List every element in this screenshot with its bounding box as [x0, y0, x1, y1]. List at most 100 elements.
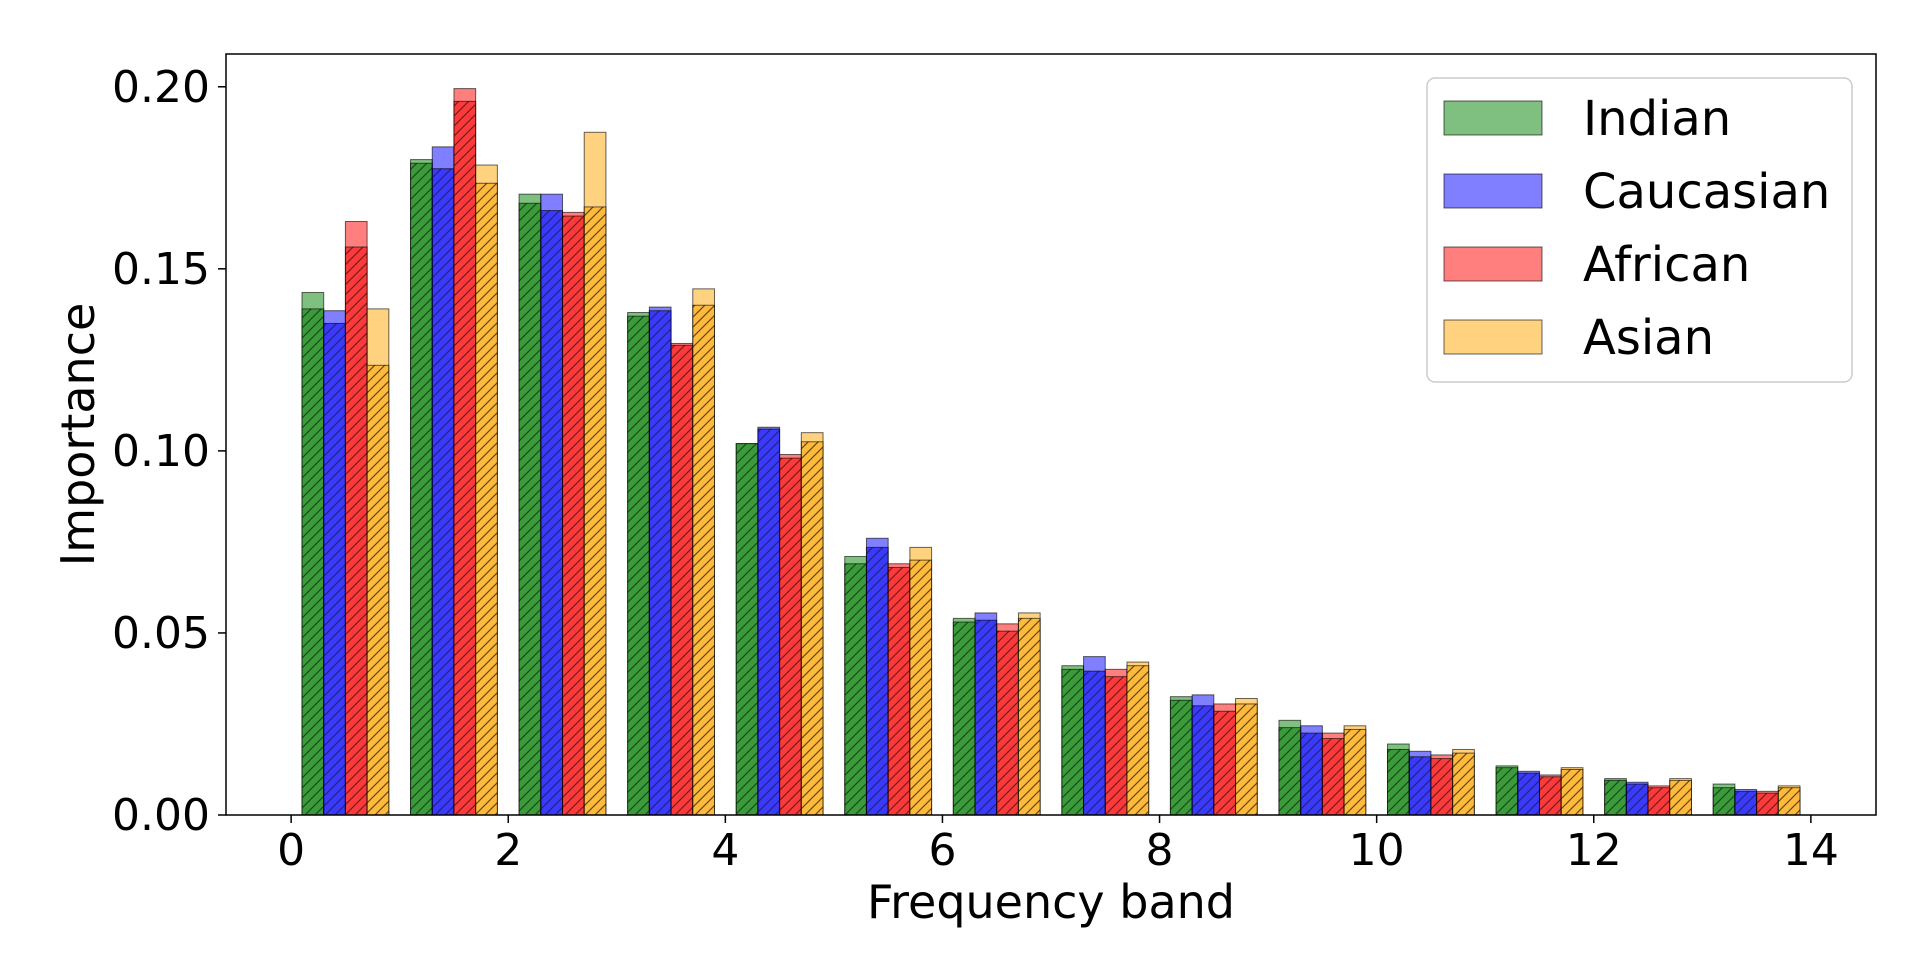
- bar-indian-band-4: [735, 443, 759, 816]
- bar-asian-band-13: [1777, 785, 1801, 816]
- bar-asian-band-7: [1126, 661, 1150, 816]
- legend: Indian Caucasian African Asian: [1426, 77, 1853, 383]
- x-tick-label: 0: [277, 825, 305, 876]
- bar-african-band-9: [1321, 732, 1345, 816]
- bar-caucasian-band-2: [540, 193, 564, 816]
- bar-african-band-11-hatched: [1538, 776, 1562, 816]
- bar-indian-band-11: [1495, 765, 1519, 816]
- y-tick-label: 0.05: [112, 608, 210, 659]
- bar-caucasian-band-3-hatched: [648, 310, 672, 816]
- bar-asian-band-0: [366, 308, 390, 816]
- y-tick-label: 0.15: [112, 244, 210, 295]
- bar-african-band-11: [1538, 774, 1562, 816]
- bar-indian-band-5: [844, 555, 867, 816]
- legend-label-indian: Indian: [1583, 91, 1731, 147]
- bar-caucasian-band-1: [431, 146, 455, 816]
- bar-asian-band-4-hatched: [800, 441, 824, 816]
- bar-caucasian-band-6: [974, 612, 998, 816]
- bar-indian-band-12: [1604, 778, 1627, 816]
- bar-asian-band-12: [1669, 778, 1692, 816]
- bar-asian-band-11-hatched: [1560, 768, 1584, 816]
- x-tick-label: 4: [711, 825, 739, 876]
- bar-asian-band-5-hatched: [909, 559, 933, 816]
- bar-african-band-6-hatched: [996, 630, 1019, 816]
- bar-asian-band-5: [909, 546, 933, 816]
- bar-asian-band-10: [1452, 748, 1475, 816]
- bar-african-band-12: [1647, 785, 1671, 816]
- bar-african-band-1-hatched: [453, 100, 477, 816]
- bar-african-band-3: [670, 342, 694, 816]
- bar-asian-band-4: [800, 432, 824, 816]
- legend-swatch-asian: [1443, 319, 1543, 355]
- bar-indian-band-3: [627, 312, 650, 816]
- bar-african-band-8: [1213, 703, 1237, 816]
- bar-caucasian-band-0-hatched: [323, 322, 346, 816]
- legend-label-african: African: [1583, 237, 1750, 293]
- bar-caucasian-band-7: [1083, 656, 1106, 816]
- bar-caucasian-band-9-hatched: [1300, 732, 1323, 816]
- bar-asian-band-7-hatched: [1126, 665, 1150, 816]
- bar-caucasian-band-7-hatched: [1083, 670, 1106, 816]
- bar-indian-band-2: [518, 193, 542, 816]
- bar-african-band-7-hatched: [1104, 676, 1128, 816]
- bar-caucasian-band-3: [648, 306, 672, 816]
- bar-african-band-9-hatched: [1321, 738, 1345, 816]
- bar-asian-band-11: [1560, 767, 1584, 816]
- legend-box: [1426, 77, 1853, 383]
- bar-indian-band-10: [1387, 743, 1410, 816]
- bar-indian-band-10-hatched: [1387, 748, 1410, 816]
- bar-indian-band-1-hatched: [410, 162, 433, 816]
- x-axis-label: Frequency band: [867, 875, 1235, 929]
- bar-asian-band-6: [1017, 612, 1041, 816]
- bar-asian-band-8-hatched: [1235, 703, 1258, 816]
- bar-indian-band-0-hatched: [301, 308, 325, 816]
- bar-caucasian-band-11-hatched: [1517, 772, 1540, 816]
- bar-caucasian-band-5-hatched: [865, 546, 889, 816]
- bar-indian-band-3-hatched: [627, 315, 650, 816]
- legend-swatch-caucasian: [1443, 173, 1543, 209]
- bar-caucasian-band-8-hatched: [1191, 705, 1215, 816]
- bar-indian-band-0: [301, 291, 325, 816]
- bar-african-band-3-hatched: [670, 344, 694, 816]
- bar-african-band-2: [562, 211, 585, 816]
- legend-entries: Indian Caucasian African Asian: [1443, 91, 1830, 366]
- bar-asian-band-13-hatched: [1777, 787, 1801, 816]
- bar-asian-band-3: [692, 288, 715, 816]
- bar-indian-band-11-hatched: [1495, 767, 1519, 816]
- bar-indian-band-8: [1169, 696, 1193, 816]
- bar-asian-band-6-hatched: [1017, 617, 1041, 816]
- x-tick-label: 10: [1349, 825, 1405, 876]
- plot-area-frame: [225, 53, 1877, 816]
- bar-indian-band-13: [1712, 783, 1736, 816]
- bar-indian-band-8-hatched: [1169, 699, 1193, 816]
- bar-indian-band-7-hatched: [1061, 668, 1085, 816]
- bar-african-band-7: [1104, 668, 1128, 816]
- legend-entry-caucasian: Caucasian: [1443, 164, 1830, 220]
- bar-african-band-0: [344, 220, 368, 816]
- bar-indian-band-1: [410, 159, 433, 816]
- bar-indian-band-13-hatched: [1712, 787, 1736, 816]
- bar-asian-band-0-hatched: [366, 364, 390, 816]
- bar-indian-band-5-hatched: [844, 563, 867, 816]
- bar-asian-band-2-hatched: [583, 206, 607, 816]
- bar-caucasian-band-11: [1517, 770, 1540, 816]
- bar-caucasian-band-12: [1625, 781, 1649, 816]
- bar-asian-band-10-hatched: [1452, 752, 1475, 816]
- bar-asian-band-9-hatched: [1343, 728, 1367, 816]
- bar-caucasian-band-13: [1734, 789, 1758, 816]
- bar-indian-band-7: [1061, 665, 1085, 816]
- bar-asian-band-2: [583, 131, 607, 816]
- bar-caucasian-band-8: [1191, 694, 1215, 816]
- bar-caucasian-band-1-hatched: [431, 168, 455, 816]
- legend-swatch-indian: [1443, 100, 1543, 136]
- x-tick-label: 14: [1783, 825, 1839, 876]
- bar-indian-band-12-hatched: [1604, 779, 1627, 816]
- bar-african-band-1: [453, 88, 477, 816]
- bar-asian-band-1: [475, 164, 498, 816]
- bar-caucasian-band-4-hatched: [757, 428, 781, 816]
- legend-swatch-african: [1443, 246, 1543, 282]
- y-tick-label: 0.10: [112, 426, 210, 477]
- bar-caucasian-band-9: [1300, 725, 1323, 816]
- bar-african-band-13-hatched: [1756, 792, 1779, 816]
- bar-african-band-5: [887, 563, 911, 816]
